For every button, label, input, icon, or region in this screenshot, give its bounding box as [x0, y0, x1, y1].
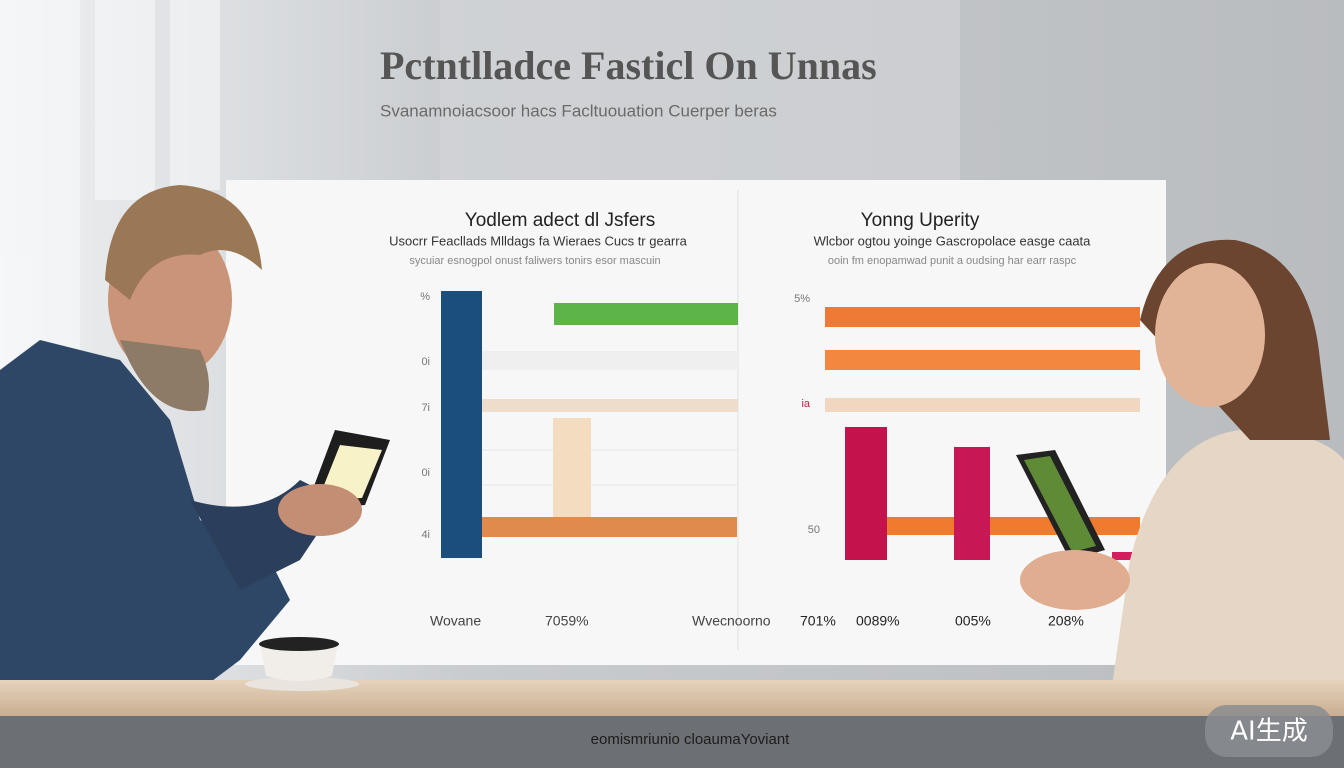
- subtitle: Svanamnoiacsoor hacs Facltuouation Cuerp…: [380, 101, 777, 120]
- bottom-label: 0089%: [856, 613, 900, 629]
- left-chart: [441, 291, 738, 558]
- panel-subtitle: Wlcbor ogtou yoinge Gascropolace easge c…: [814, 233, 1092, 248]
- axis-label: 0i: [421, 467, 430, 479]
- man: [0, 185, 390, 690]
- bottom-label: 7059%: [545, 613, 589, 629]
- axis-label: %: [420, 291, 430, 303]
- table: [0, 680, 1344, 716]
- bottom-label: Wvecnoorno: [692, 613, 771, 629]
- title: Pctntlladce Fasticl On Unnas: [380, 43, 877, 88]
- axis-label: 0i: [421, 356, 430, 368]
- footer-text: eomismriunio cloaumaYoviant: [591, 731, 791, 748]
- infographic-board: [226, 180, 1166, 665]
- axis-label: 50: [808, 524, 820, 536]
- watermark: AI生成: [1230, 717, 1307, 747]
- bottom-label: Wovane: [430, 613, 481, 629]
- watermark-badge: [1205, 705, 1333, 757]
- axis-labels: 5% ia 50: [794, 293, 820, 536]
- axis-labels: % 0i 7i 0i 4i: [420, 291, 430, 541]
- axis-label: 7i: [421, 402, 430, 414]
- panel-title: Yonng Uperity: [861, 210, 980, 231]
- axis-label: ia: [801, 398, 810, 410]
- footer-bar: [0, 716, 1344, 768]
- cup-rim: [259, 637, 339, 651]
- bottom-label: 208%: [1048, 613, 1084, 629]
- panel-subtitle: Usocrr Feacllads Mlldags fa Wieraes Cucs…: [389, 233, 687, 248]
- cup: [260, 643, 338, 681]
- bottom-label: 005%: [955, 613, 991, 629]
- panel-title: Yodlem adect dl Jsfers: [465, 210, 655, 231]
- bottom-label: 701%: [800, 613, 836, 629]
- woman: [1016, 239, 1344, 700]
- wall-panel: [440, 0, 960, 180]
- axis-label: 4i: [421, 529, 430, 541]
- panel-note: sycuiar esnogpol onust faliwers tonirs e…: [409, 255, 660, 267]
- axis-label: 5%: [794, 293, 810, 305]
- panel-note: ooin fm enopamwad punit a oudsing har ea…: [828, 255, 1077, 267]
- window: [0, 0, 220, 400]
- bottom-labels: Wovane 7059% Wvecnoorno 701% 0089% 005% …: [430, 613, 1084, 629]
- saucer: [245, 677, 359, 691]
